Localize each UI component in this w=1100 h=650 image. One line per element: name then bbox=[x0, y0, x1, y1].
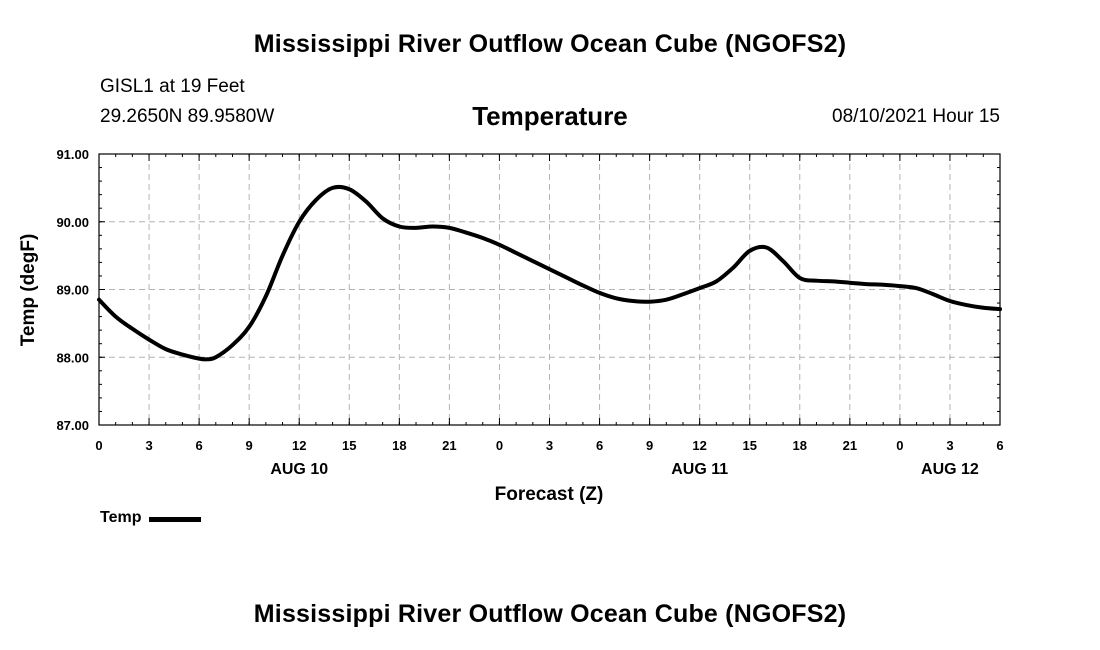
x-tick-label: 21 bbox=[843, 438, 857, 453]
chart-grid bbox=[99, 154, 1000, 425]
coordinates-label: 29.2650N 89.9580W bbox=[100, 106, 275, 127]
y-tick-label: 87.00 bbox=[56, 418, 89, 433]
y-tick-label: 88.00 bbox=[56, 350, 89, 365]
y-axis-title: Temp (degF) bbox=[18, 234, 39, 347]
x-tick-label: 3 bbox=[946, 438, 953, 453]
y-tick-label: 91.00 bbox=[56, 147, 89, 162]
date-label: AUG 12 bbox=[921, 461, 979, 478]
x-tick-label: 6 bbox=[195, 438, 202, 453]
date-labels: AUG 10 AUG 11 AUG 12 bbox=[270, 461, 979, 478]
x-tick-label: 6 bbox=[596, 438, 603, 453]
x-tick-label: 0 bbox=[896, 438, 903, 453]
temp-series-line bbox=[97, 184, 1002, 362]
x-tick-label: 15 bbox=[342, 438, 356, 453]
axis-ticks bbox=[98, 153, 1001, 426]
x-tick-label: 3 bbox=[546, 438, 553, 453]
station-label: GISL1 at 19 Feet bbox=[100, 76, 245, 97]
y-tick-label: 90.00 bbox=[56, 215, 89, 230]
legend-line-swatch bbox=[149, 517, 202, 522]
x-tick-label: 12 bbox=[292, 438, 306, 453]
variable-title: Temperature bbox=[472, 101, 628, 131]
date-label: AUG 11 bbox=[671, 461, 728, 478]
legend: Temp bbox=[100, 509, 202, 527]
x-tick-label: 18 bbox=[392, 438, 406, 453]
x-tick-label: 15 bbox=[742, 438, 756, 453]
footer-title: Mississippi River Outflow Ocean Cube (NG… bbox=[253, 600, 847, 628]
x-tick-label: 0 bbox=[95, 438, 102, 453]
x-tick-label: 21 bbox=[442, 438, 456, 453]
forecast-datetime: 08/10/2021 Hour 15 bbox=[832, 106, 1000, 127]
x-tick-label: 6 bbox=[996, 438, 1003, 453]
date-label: AUG 10 bbox=[270, 461, 328, 478]
chart-title: Mississippi River Outflow Ocean Cube (NG… bbox=[253, 30, 847, 58]
x-axis-title: Forecast (Z) bbox=[495, 484, 604, 505]
y-tick-label: 89.00 bbox=[56, 283, 89, 298]
x-tick-label: 12 bbox=[692, 438, 706, 453]
x-tick-label: 18 bbox=[793, 438, 807, 453]
x-tick-label: 0 bbox=[496, 438, 503, 453]
x-tick-labels: 0 3 6 9 12 15 18 21 0 3 6 9 12 15 18 21 0 3 6 bbox=[95, 438, 1003, 453]
x-tick-label: 9 bbox=[646, 438, 653, 453]
x-tick-label: 3 bbox=[145, 438, 152, 453]
legend-label: Temp bbox=[100, 509, 142, 526]
y-tick-labels: 87.00 88.00 89.00 90.00 91.00 bbox=[56, 147, 89, 433]
x-tick-label: 9 bbox=[246, 438, 253, 453]
